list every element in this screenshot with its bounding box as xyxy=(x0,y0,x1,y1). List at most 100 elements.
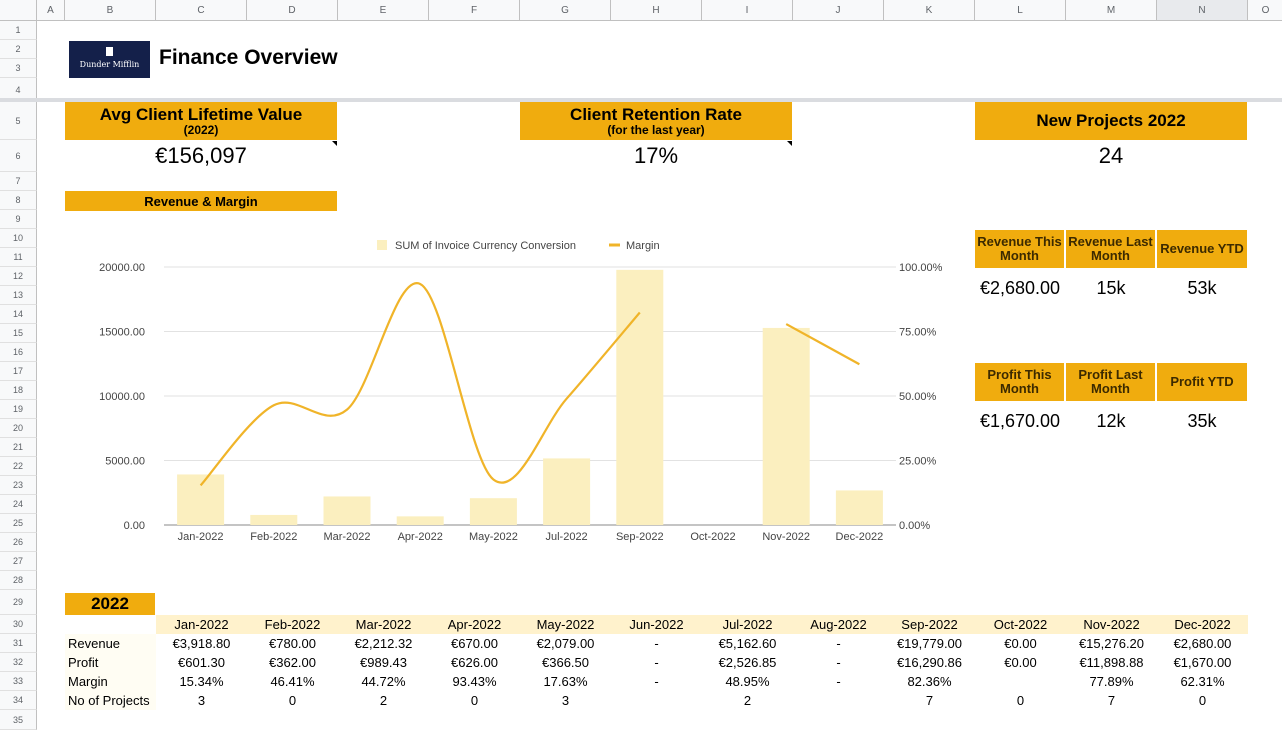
row-header-24[interactable]: 24 xyxy=(0,495,37,514)
column-header-m[interactable]: M xyxy=(1066,0,1157,21)
row-header-20[interactable]: 20 xyxy=(0,419,37,438)
table-cell: 77.89% xyxy=(1089,674,1134,689)
column-header-f[interactable]: F xyxy=(429,0,520,21)
kpi-retention-title: Client Retention Rate xyxy=(570,104,742,124)
table-cell: 62.31% xyxy=(1180,674,1225,689)
profit-ytd-label: Profit YTD xyxy=(1170,374,1234,389)
row-header-7[interactable]: 7 xyxy=(0,172,37,191)
category-label: Sep-2022 xyxy=(616,531,664,543)
table-cell: €15,276.20 xyxy=(1078,636,1145,651)
row-header-6[interactable]: 6 xyxy=(0,140,37,172)
row-header-5[interactable]: 5 xyxy=(0,102,37,140)
column-header-l[interactable]: L xyxy=(975,0,1066,21)
category-label: Apr-2022 xyxy=(398,531,443,543)
freeze-divider[interactable] xyxy=(0,98,1282,102)
row-header-27[interactable]: 27 xyxy=(0,552,37,571)
table-year-header: 2022 xyxy=(65,593,155,615)
table-cell: 48.95% xyxy=(725,674,770,689)
column-header-a[interactable]: A xyxy=(37,0,65,21)
kpi-clv-value: €156,097 xyxy=(155,143,247,168)
row-header-30[interactable]: 30 xyxy=(0,615,37,634)
kpi-retention-value: 17% xyxy=(633,143,679,168)
table-cell: €626.00 xyxy=(451,655,498,670)
row-header-16[interactable]: 16 xyxy=(0,343,37,362)
row-header-2[interactable]: 2 xyxy=(0,40,37,59)
left-tick-label: 20000.00 xyxy=(99,262,145,274)
column-header-k[interactable]: K xyxy=(884,0,975,21)
table-cell: - xyxy=(836,655,841,670)
column-header-i[interactable]: I xyxy=(702,0,793,21)
bar-Jan-2022 xyxy=(177,474,225,525)
row-header-33[interactable]: 33 xyxy=(0,672,37,691)
row-header-23[interactable]: 23 xyxy=(0,476,37,495)
revenue-last-month-header: Revenue Last Month xyxy=(1066,230,1156,268)
note-indicator[interactable] xyxy=(332,141,337,146)
column-header-n[interactable]: N xyxy=(1157,0,1248,21)
category-label: Mar-2022 xyxy=(323,531,370,543)
row-header-8[interactable]: 8 xyxy=(0,191,37,210)
row-header-31[interactable]: 31 xyxy=(0,634,37,653)
row-header-14[interactable]: 14 xyxy=(0,305,37,324)
row-header-1[interactable]: 1 xyxy=(0,21,37,40)
row-header-32[interactable]: 32 xyxy=(0,653,37,672)
row-header-25[interactable]: 25 xyxy=(0,514,37,533)
revenue-ytd-value: 53k xyxy=(1187,278,1217,298)
profit-ytd-header: Profit YTD xyxy=(1157,363,1247,401)
row-header-34[interactable]: 34 xyxy=(0,691,37,710)
table-cell: €362.00 xyxy=(269,655,316,670)
bar-Jul-2022 xyxy=(543,458,591,525)
column-header-e[interactable]: E xyxy=(338,0,429,21)
column-header-o[interactable]: O xyxy=(1248,0,1282,21)
column-header-b[interactable]: B xyxy=(65,0,156,21)
left-tick-label: 0.00 xyxy=(124,520,145,532)
row-header-26[interactable]: 26 xyxy=(0,533,37,552)
table-cell: 0 xyxy=(288,693,297,708)
profit-last-month-header: Profit Last Month xyxy=(1066,363,1156,401)
table-cell: €989.43 xyxy=(360,655,407,670)
kpi-retention-subtitle: (for the last year) xyxy=(607,122,705,137)
table-cell: 15.34% xyxy=(179,674,224,689)
table-cell: - xyxy=(836,636,841,651)
right-tick-label: 0.00% xyxy=(899,520,930,532)
row-header-35[interactable]: 35 xyxy=(0,710,37,730)
row-header-13[interactable]: 13 xyxy=(0,286,37,305)
column-header-j[interactable]: J xyxy=(793,0,884,21)
row-header-19[interactable]: 19 xyxy=(0,400,37,419)
row-header-28[interactable]: 28 xyxy=(0,571,37,590)
row-header-10[interactable]: 10 xyxy=(0,229,37,248)
margin-line xyxy=(199,282,641,487)
row-header-18[interactable]: 18 xyxy=(0,381,37,400)
column-header-g[interactable]: G xyxy=(520,0,611,21)
revenue-margin-chart[interactable]: 0.00 5000.00 10000.00 15000.00 20000.00 0.00%… xyxy=(65,228,960,553)
bar-Dec-2022 xyxy=(835,490,883,525)
row-header-11[interactable]: 11 xyxy=(0,248,37,267)
table-cell: 7 xyxy=(925,693,934,708)
revenue-this-month-value: €2,680.00 xyxy=(979,278,1061,298)
row-header-22[interactable]: 22 xyxy=(0,457,37,476)
table-cell: €16,290.86 xyxy=(896,655,963,670)
row-header-15[interactable]: 15 xyxy=(0,324,37,343)
note-indicator[interactable] xyxy=(787,141,792,146)
row-header-3[interactable]: 3 xyxy=(0,59,37,78)
profit-last-month-value: 12k xyxy=(1096,411,1126,431)
table-year: 2022 xyxy=(91,594,129,613)
revenue-ytd-label: Revenue YTD xyxy=(1160,241,1244,256)
revenue-last-month-label: Revenue Last Month xyxy=(1068,234,1153,263)
select-all-corner[interactable] xyxy=(0,0,37,21)
table-cell: 17.63% xyxy=(543,674,588,689)
column-header-h[interactable]: H xyxy=(611,0,702,21)
table-cell: 82.36% xyxy=(907,674,952,689)
table-cell xyxy=(793,691,884,710)
column-header-d[interactable]: D xyxy=(247,0,338,21)
row-header-17[interactable]: 17 xyxy=(0,362,37,381)
row-header-21[interactable]: 21 xyxy=(0,438,37,457)
table-cell: €670.00 xyxy=(451,636,498,651)
left-tick-label: 5000.00 xyxy=(105,456,145,468)
row-header-29[interactable]: 29 xyxy=(0,590,37,615)
row-header-9[interactable]: 9 xyxy=(0,210,37,229)
table-cell: €780.00 xyxy=(269,636,316,651)
kpi-projects-header: New Projects 2022 xyxy=(975,102,1247,140)
column-header-c[interactable]: C xyxy=(156,0,247,21)
row-header-12[interactable]: 12 xyxy=(0,267,37,286)
table-cell: €0.00 xyxy=(1004,655,1037,670)
